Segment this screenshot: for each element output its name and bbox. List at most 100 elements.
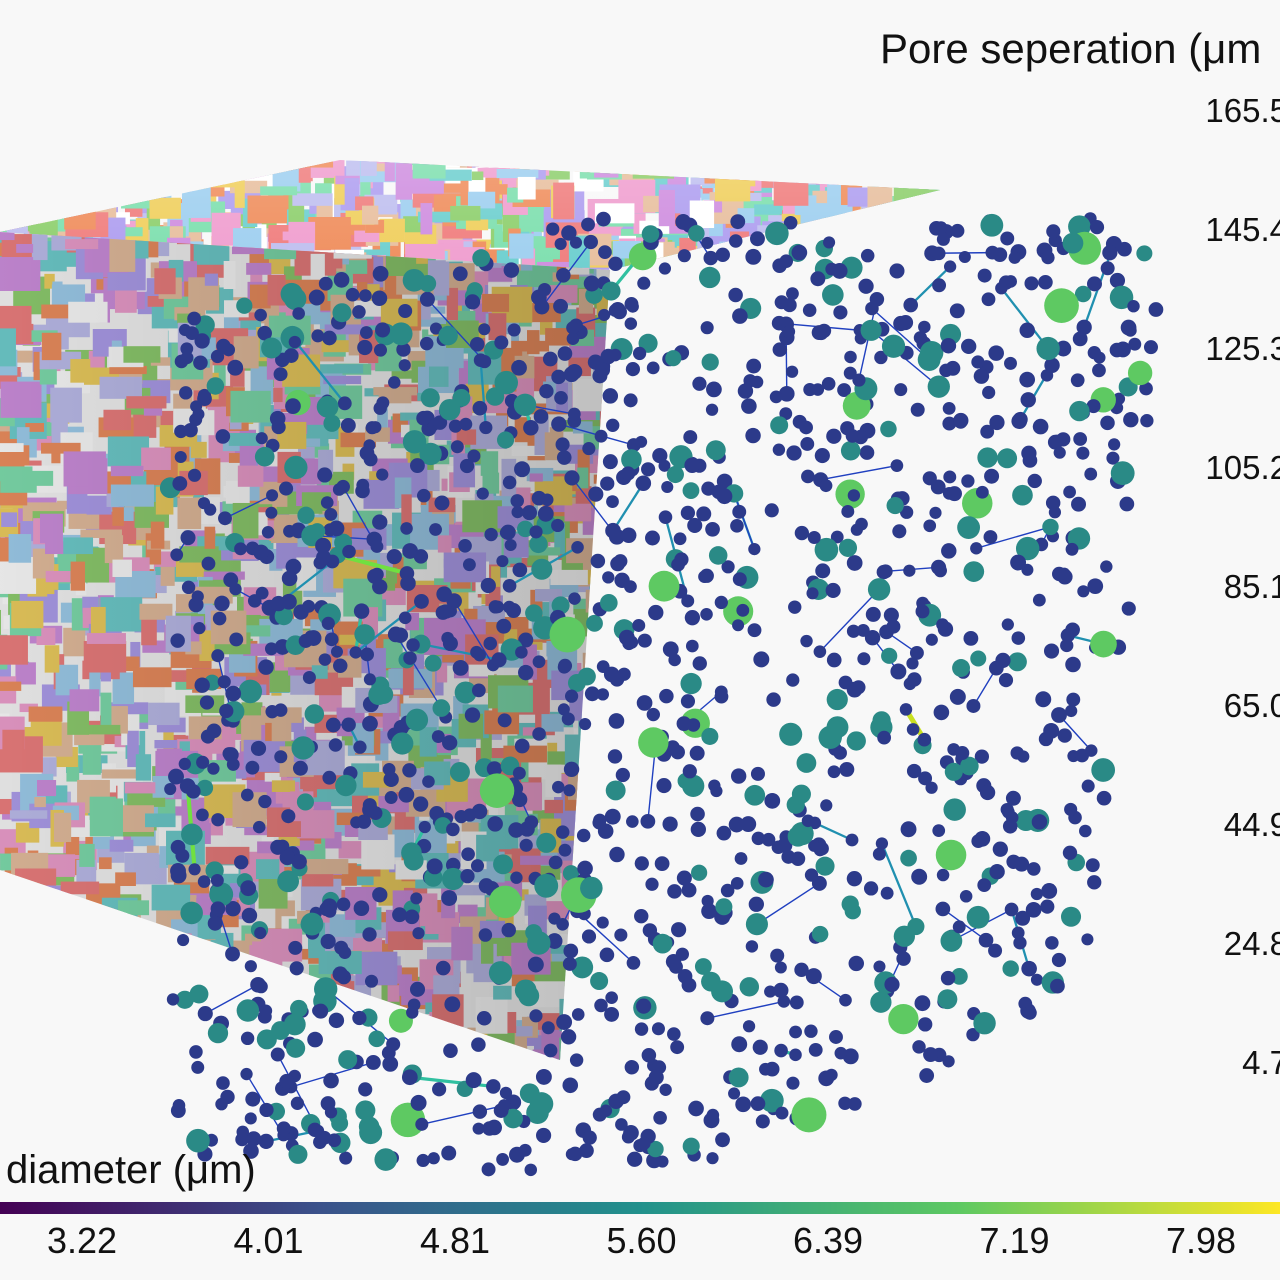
pore-node <box>950 223 965 238</box>
pore-node <box>988 345 1004 361</box>
pore-node <box>635 435 648 448</box>
grain-patch <box>877 212 909 250</box>
pore-node <box>620 527 637 544</box>
pore-node <box>186 1128 210 1153</box>
grain-patch <box>120 997 146 1019</box>
pore-node <box>296 793 315 811</box>
pore-node <box>998 673 1014 688</box>
pore-node <box>283 524 296 538</box>
grain-patch <box>83 1050 105 1060</box>
grain-patch <box>103 174 130 186</box>
grain-patch <box>0 918 13 942</box>
pore-node <box>665 740 680 755</box>
pore-node <box>721 560 735 574</box>
pore-node <box>764 503 779 518</box>
pore-throat <box>756 882 820 925</box>
pore-node <box>624 297 639 311</box>
pore-node <box>462 558 476 572</box>
pore-node <box>804 868 819 882</box>
grain-patch <box>588 1058 600 1060</box>
colorbar-tick: 4.01 <box>233 1220 304 1261</box>
grain-patch <box>12 964 24 974</box>
pore-node <box>529 525 543 539</box>
pore-node <box>426 858 443 875</box>
pore-node <box>491 652 507 668</box>
pore-node <box>641 462 656 477</box>
pore-node <box>332 966 348 982</box>
grain-patch <box>152 182 163 191</box>
grain-patch <box>738 160 756 182</box>
pore-node <box>804 1024 818 1038</box>
pore-node <box>681 594 695 608</box>
pore-throat <box>1000 287 1050 350</box>
pore-node <box>636 695 653 711</box>
pore-node <box>778 385 795 402</box>
pore-node <box>1086 276 1102 292</box>
pore-node <box>273 703 288 717</box>
pore-node <box>731 1036 748 1053</box>
grain-patch <box>895 211 926 223</box>
pore-throat <box>421 1104 505 1125</box>
pore-node <box>1031 814 1048 830</box>
pore-node <box>452 659 469 676</box>
pore-node <box>907 672 922 687</box>
pore-node <box>700 1011 715 1026</box>
grain-patch <box>16 937 48 973</box>
pore-node <box>391 732 414 755</box>
pore-node <box>943 260 957 273</box>
grain-patch <box>5 160 27 177</box>
grain-patch <box>606 324 610 338</box>
pore-node <box>789 1048 802 1062</box>
pore-node <box>893 925 916 947</box>
pore-node <box>567 407 581 421</box>
pore-node <box>734 852 748 865</box>
pore-node <box>1090 630 1117 658</box>
pore-node <box>245 760 260 775</box>
pore-node <box>486 761 503 777</box>
pore-node <box>682 1137 700 1155</box>
pore-node <box>665 350 682 367</box>
pore-node <box>478 928 493 942</box>
pore-node <box>872 847 886 861</box>
pore-node <box>320 496 334 509</box>
pore-node <box>297 506 315 524</box>
pore-node <box>992 247 1008 263</box>
pore-node <box>180 342 194 356</box>
pore-node <box>648 570 680 602</box>
pore-node <box>323 414 341 432</box>
pore-node <box>813 645 827 658</box>
pore-node <box>1087 875 1102 890</box>
grain-patch <box>871 248 911 259</box>
pore-node <box>245 1091 261 1107</box>
pore-node <box>403 850 424 871</box>
pore-node <box>1050 434 1065 449</box>
pore-node <box>801 814 815 828</box>
pore-node <box>772 443 786 456</box>
pore-node <box>606 418 620 432</box>
pore-node <box>997 448 1018 469</box>
grain-patch <box>543 160 583 168</box>
grain-patch <box>54 181 66 218</box>
pore-node <box>1057 728 1072 743</box>
pore-node <box>477 1011 492 1026</box>
pore-node <box>588 486 604 502</box>
pore-node <box>459 417 473 431</box>
pore-node <box>362 715 378 732</box>
pore-node <box>596 916 609 929</box>
colorbar-tick: 5.60 <box>606 1220 677 1261</box>
pore-node <box>452 266 468 282</box>
pore-node <box>225 900 241 917</box>
pore-node <box>931 246 946 261</box>
pore-node <box>258 659 274 675</box>
pore-node <box>785 365 799 378</box>
grain-patch <box>196 160 213 169</box>
grain-patch <box>911 258 938 270</box>
pore-node <box>838 675 853 690</box>
pore-node <box>730 214 746 230</box>
pore-node <box>518 985 540 1007</box>
grain-patch <box>836 160 856 173</box>
pore-node <box>825 582 841 598</box>
pore-node <box>626 956 641 970</box>
pore-node <box>496 555 509 568</box>
pore-node <box>419 291 435 307</box>
